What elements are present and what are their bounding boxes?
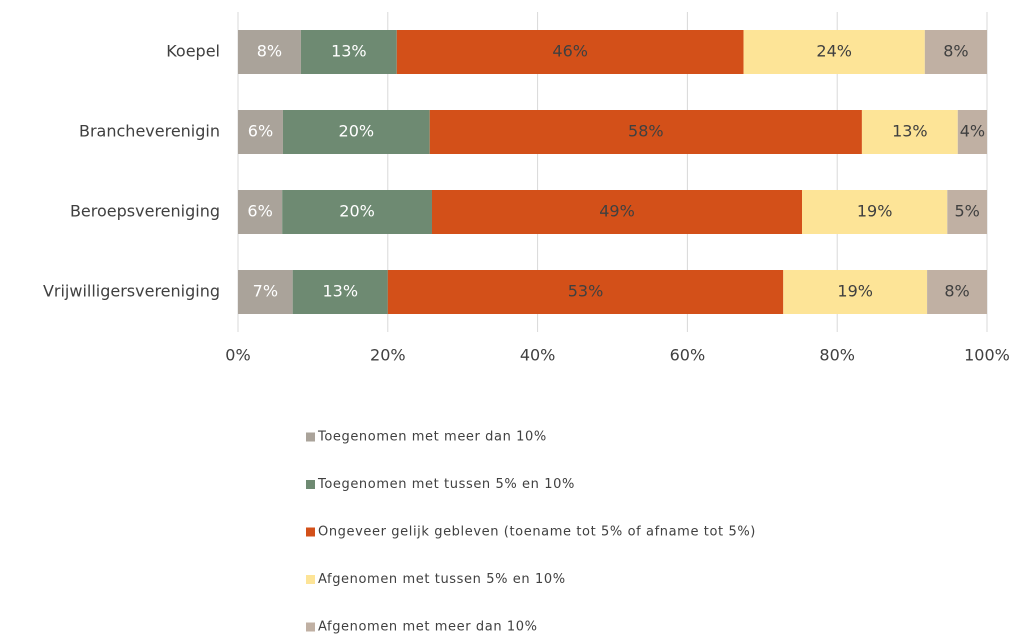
legend-label: Afgenomen met meer dan 10% — [318, 620, 538, 635]
bar-segment — [861, 110, 958, 154]
value-label: 24% — [816, 42, 852, 61]
bar-segment — [387, 270, 784, 314]
bar-segment — [957, 110, 987, 154]
value-label: 4% — [960, 122, 985, 141]
legend-swatch — [306, 527, 315, 537]
value-label: 7% — [253, 282, 278, 301]
value-label: 46% — [552, 42, 588, 61]
bar-segment — [238, 110, 283, 154]
legend-label: Toegenomen met tussen 5% en 10% — [317, 477, 575, 492]
legend-swatch — [306, 480, 315, 489]
value-label: 8% — [944, 282, 969, 301]
category-label: Vrijwilligersvereniging — [43, 282, 220, 301]
bar-segment — [238, 30, 301, 74]
bar-segment — [238, 190, 283, 234]
bar-segment — [801, 190, 948, 234]
value-label: 19% — [837, 282, 873, 301]
bar-segment — [947, 190, 987, 234]
x-tick-label: 0% — [225, 346, 250, 365]
value-label: 49% — [599, 202, 635, 221]
legend-swatch — [306, 575, 315, 584]
value-label: 5% — [954, 202, 979, 221]
value-label: 6% — [248, 122, 273, 141]
category-label: Beroepsvereniging — [70, 202, 220, 221]
bar-segment — [292, 270, 388, 314]
bar-segment — [743, 30, 925, 74]
value-label: 58% — [628, 122, 664, 141]
legend-label: Toegenomen met meer dan 10% — [317, 430, 547, 445]
category-label: Brancheverenigin — [79, 122, 220, 141]
x-tick-label: 20% — [370, 346, 406, 365]
bar-segment — [924, 30, 987, 74]
bar-segment — [282, 190, 432, 234]
bar-segment — [927, 270, 987, 314]
legend-swatch — [306, 622, 315, 632]
bar-segment — [431, 190, 802, 234]
x-tick-label: 60% — [670, 346, 706, 365]
value-label: 19% — [857, 202, 893, 221]
value-label: 6% — [247, 202, 272, 221]
category-label: Koepel — [166, 42, 220, 61]
bar-segment — [783, 270, 928, 314]
value-label: 53% — [568, 282, 604, 301]
legend-label: Ongeveer gelijk gebleven (toename tot 5%… — [318, 525, 756, 540]
bar-segment — [282, 110, 430, 154]
bar-segment — [396, 30, 744, 74]
value-label: 20% — [339, 122, 375, 141]
value-label: 13% — [892, 122, 928, 141]
bar-segment — [429, 110, 862, 154]
x-tick-label: 100% — [964, 346, 1010, 365]
bar-segment — [300, 30, 397, 74]
value-label: 8% — [943, 42, 968, 61]
legend-swatch — [306, 432, 315, 442]
bar-segment — [238, 270, 293, 314]
value-label: 20% — [339, 202, 375, 221]
x-tick-label: 80% — [819, 346, 855, 365]
x-tick-label: 40% — [520, 346, 556, 365]
value-label: 13% — [322, 282, 358, 301]
value-label: 8% — [257, 42, 282, 61]
legend-label: Afgenomen met tussen 5% en 10% — [318, 572, 566, 587]
value-label: 13% — [331, 42, 367, 61]
